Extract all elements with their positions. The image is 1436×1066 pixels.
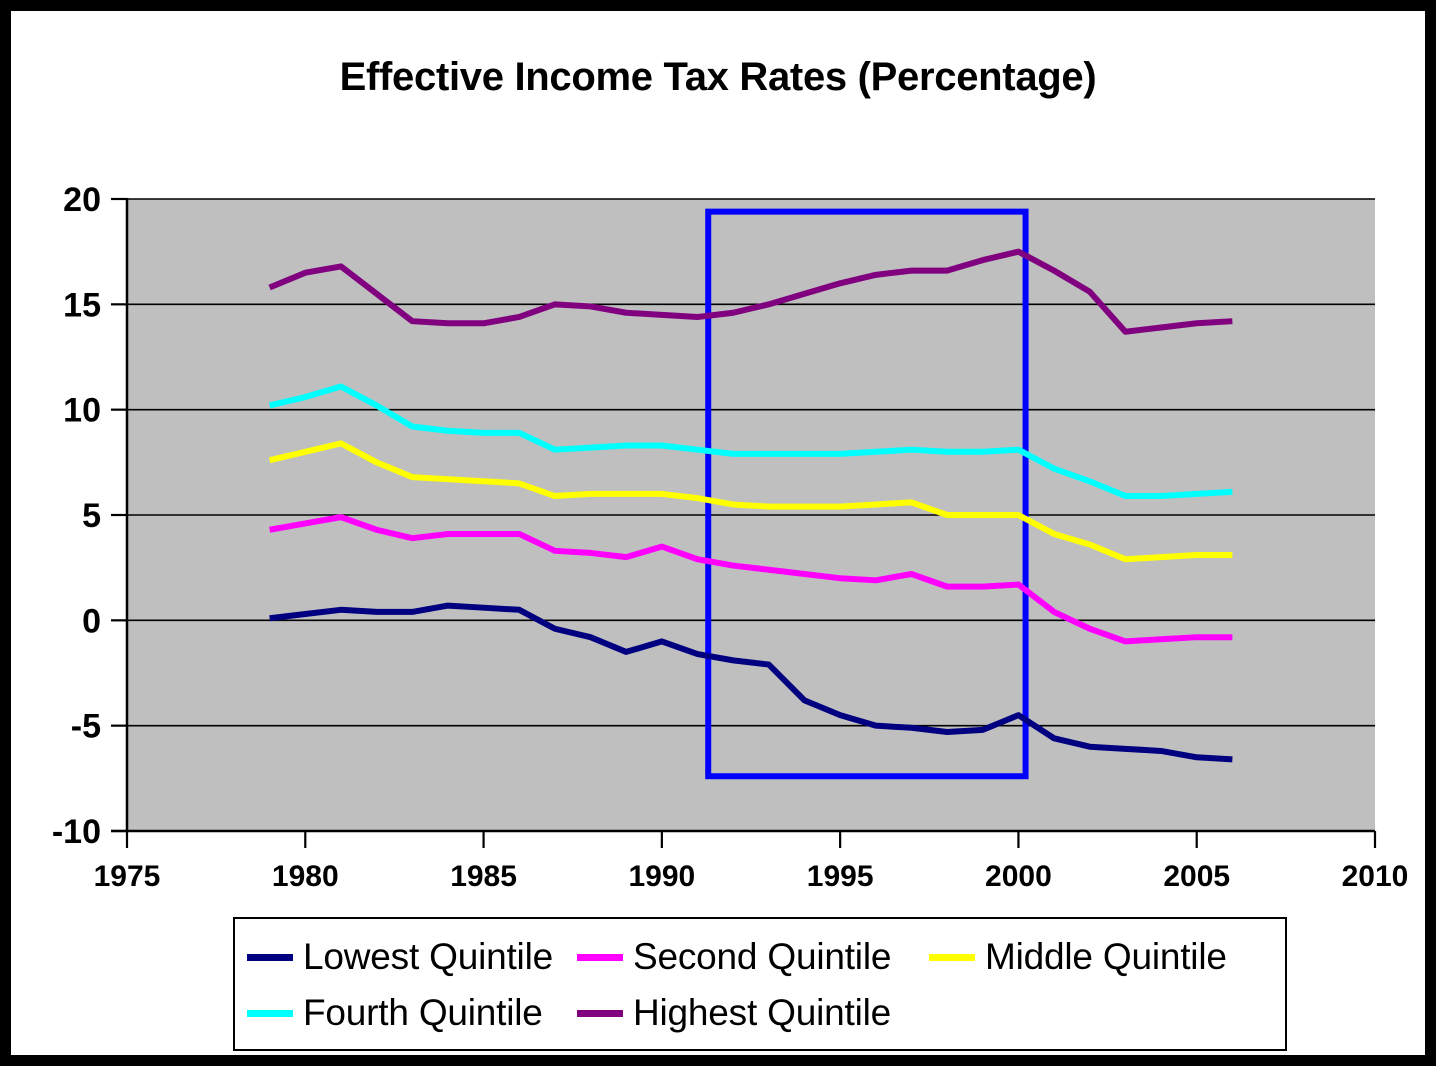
series-line-middle-quintile <box>268 440 1233 563</box>
x-tick-label: 1990 <box>628 860 695 893</box>
legend-item-second-quintile[interactable]: Second Quintile <box>577 936 929 978</box>
y-tick-label: 15 <box>63 286 101 324</box>
line-chart-svg: 20 15 10 5 0 -5 -10 1975 1980 1985 1990 1995 2000 200… <box>52 181 1409 893</box>
legend-swatch-icon <box>247 1009 293 1017</box>
legend-swatch-icon <box>929 953 975 961</box>
series-line-fourth-quintile <box>268 383 1233 500</box>
chart-title: Effective Income Tax Rates (Percentage) <box>339 55 1097 99</box>
y-tick-label: 5 <box>82 497 101 535</box>
legend-label: Lowest Quintile <box>303 936 553 977</box>
series-line-second-quintile <box>269 514 1233 645</box>
legend-item-highest-quintile[interactable]: Highest Quintile <box>577 992 929 1034</box>
legend-item-lowest-quintile[interactable]: Lowest Quintile <box>247 936 577 978</box>
legend-row: Fourth Quintile Highest Quintile <box>247 985 1273 1041</box>
highlight-box <box>705 208 1029 780</box>
legend-label: Fourth Quintile <box>303 992 543 1033</box>
y-tick-label: 20 <box>63 181 101 219</box>
legend-label: Highest Quintile <box>633 992 891 1033</box>
x-tick-label: 1975 <box>94 860 161 893</box>
legend-swatch-icon <box>247 953 293 961</box>
x-tick-label: 2010 <box>1342 860 1409 893</box>
x-tick-label: 1995 <box>807 860 874 893</box>
y-tick-label: 10 <box>63 392 101 430</box>
series-line-highest-quintile <box>268 248 1233 335</box>
x-tick-label: 1980 <box>272 860 339 893</box>
x-tick-label: 2000 <box>985 860 1052 893</box>
x-tick-label: 1985 <box>450 860 517 893</box>
plot-area-wrapper: 20 15 10 5 0 -5 -10 1975 1980 1985 1990 1995 2000 200… <box>11 11 1425 1055</box>
legend-item-fourth-quintile[interactable]: Fourth Quintile <box>247 992 577 1034</box>
legend-swatch-icon <box>577 1009 623 1017</box>
x-tick-label: 2005 <box>1163 860 1230 893</box>
legend-item-middle-quintile[interactable]: Middle Quintile <box>929 936 1229 978</box>
chart-legend: Lowest Quintile Second Quintile Middle Q… <box>233 917 1287 1051</box>
legend-label: Second Quintile <box>633 936 892 977</box>
y-tick-label: -10 <box>52 813 101 851</box>
legend-row: Lowest Quintile Second Quintile Middle Q… <box>247 929 1273 985</box>
legend-swatch-icon <box>577 953 623 961</box>
legend-label: Middle Quintile <box>985 936 1227 977</box>
y-tick-label: -5 <box>71 708 101 746</box>
y-tick-label: 0 <box>82 602 101 640</box>
series-line-lowest-quintile <box>269 602 1233 763</box>
